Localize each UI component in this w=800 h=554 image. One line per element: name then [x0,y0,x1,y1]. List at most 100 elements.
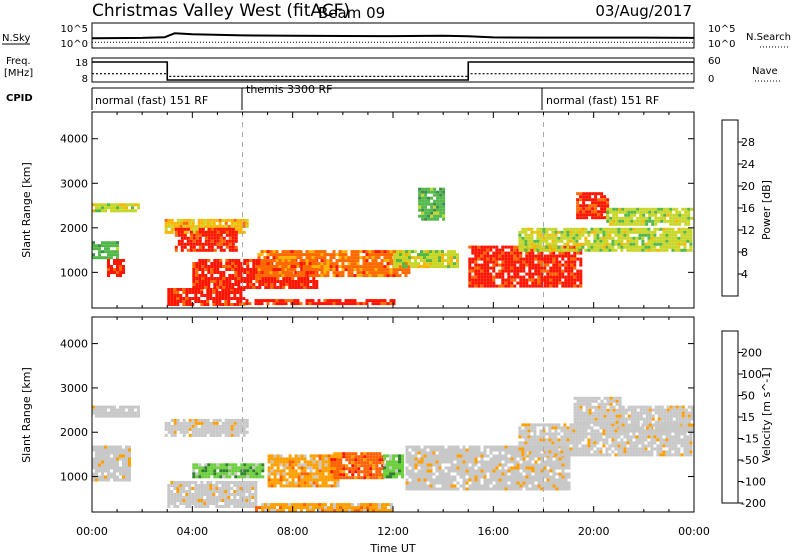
data-cell [194,502,198,505]
data-cell [582,213,586,217]
data-cell [486,248,490,252]
data-cell [378,461,382,465]
data-cell [266,253,270,257]
data-cell [420,487,424,491]
data-cell [249,280,253,283]
data-cell [572,447,576,451]
data-cell [230,224,234,228]
data-cell [183,233,187,237]
data-cell [558,281,562,285]
data-cell [275,302,279,306]
data-cell [110,411,113,415]
data-cell [219,283,223,286]
data-cell [215,502,219,505]
data-cell [104,241,107,245]
data-cell [329,256,333,260]
data-cell [521,429,525,433]
data-cell [438,472,442,476]
data-cell [282,457,286,461]
data-cell [576,269,580,273]
data-cell [288,475,292,479]
data-cell [219,236,223,240]
data-cell [635,236,639,240]
data-cell [630,219,634,223]
data-cell [110,271,113,274]
data-cell [381,461,385,465]
data-cell [555,263,559,267]
data-cell [197,421,201,425]
data-cell [207,286,211,289]
data-cell [477,472,481,476]
data-cell [414,472,418,476]
data-cell [564,475,568,479]
data-cell [329,262,333,266]
data-cell [101,466,104,470]
data-cell [366,464,370,468]
data-cell [564,484,568,488]
data-cell [167,294,171,297]
data-cell [521,227,525,231]
data-cell [299,259,303,263]
data-cell [644,245,648,249]
y-tick-label: 2000 [60,222,88,235]
data-cell [378,509,381,513]
data-cell [312,463,316,467]
data-cell [254,496,258,499]
data-cell [185,427,189,431]
data-cell [365,302,369,306]
data-cell [522,484,526,488]
data-cell [227,418,231,422]
data-cell [110,253,113,257]
data-cell [167,300,171,303]
data-cell [233,430,237,434]
data-cell [522,260,526,264]
data-cell [377,262,381,266]
data-cell [471,466,475,470]
data-cell [594,216,598,220]
data-cell [113,451,116,455]
data-cell [164,433,168,437]
data-cell [225,233,229,237]
data-cell [611,242,615,246]
data-cell [386,250,390,254]
data-cell [186,236,190,240]
data-cell [504,278,508,282]
data-cell [653,236,657,240]
data-cell [590,245,594,249]
data-cell [311,250,315,254]
data-cell [197,496,201,499]
data-cell [683,242,687,246]
data-cell [368,256,372,260]
data-cell [438,262,441,266]
data-cell [495,248,499,252]
data-cell [279,460,283,464]
data-cell [198,230,202,234]
data-cell [527,423,531,427]
data-cell [588,207,592,211]
data-cell [489,472,493,476]
data-cell [204,233,208,237]
data-cell [324,475,328,479]
data-cell [395,466,398,470]
data-cell [579,263,583,267]
data-cell [518,447,522,451]
data-cell [260,262,264,266]
data-cell [569,450,573,454]
data-cell [204,469,208,473]
data-cell [257,265,261,269]
data-cell [507,448,511,452]
data-cell [533,230,537,234]
data-cell [116,259,119,262]
data-cell [513,469,517,473]
data-cell [219,286,223,289]
data-cell [546,284,550,288]
data-cell [480,275,484,279]
data-cell [521,245,525,249]
data-cell [170,424,174,428]
data-cell [218,481,222,484]
data-cell [590,426,594,430]
data-cell [261,271,265,274]
data-cell [375,476,379,480]
data-cell [495,448,499,452]
data-cell [278,262,282,266]
